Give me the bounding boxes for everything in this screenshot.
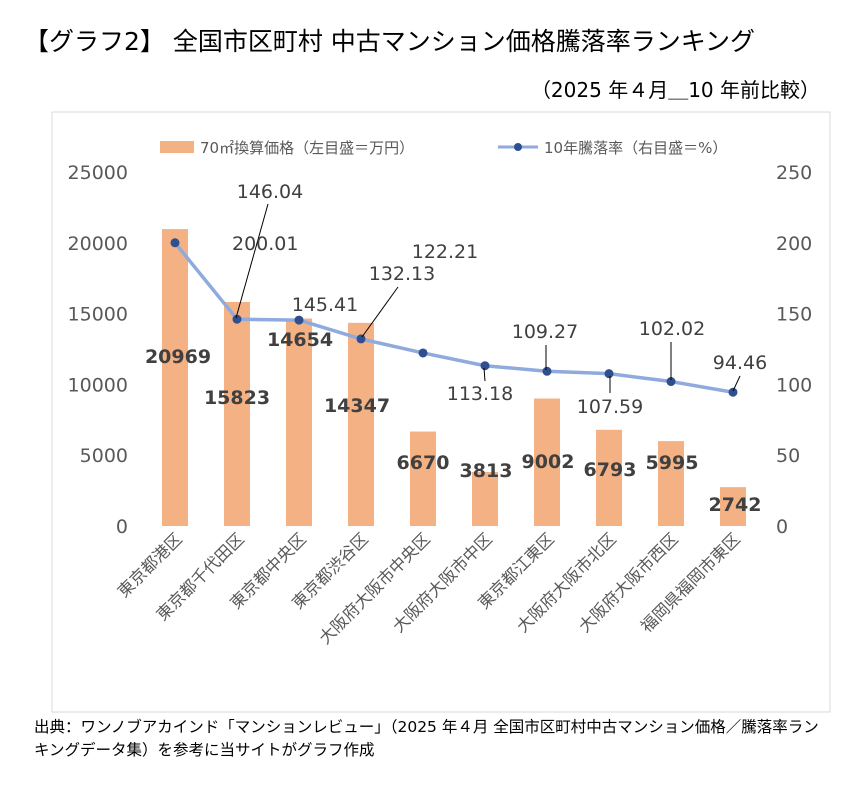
chart-subtitle: （2025 年４月＿10 年前比較） — [530, 78, 820, 102]
bar-data-label: 6670 — [397, 452, 450, 474]
bar — [286, 318, 312, 526]
source-note: 出典：ワンノブアカインド「マンションレビュー」（2025 年４月 全国市区町村中… — [34, 718, 819, 759]
left-axis-tick: 0 — [116, 516, 128, 538]
line-data-label: 107.59 — [577, 396, 643, 418]
legend-bar-swatch — [160, 141, 194, 153]
line-data-label: 146.04 — [237, 181, 303, 203]
bar-data-label: 14654 — [267, 329, 333, 351]
line-marker — [480, 361, 490, 371]
bar — [162, 229, 188, 526]
line-marker — [170, 238, 180, 248]
bar — [658, 441, 684, 526]
bar — [472, 472, 498, 526]
line-data-label: 200.01 — [232, 233, 298, 255]
bar-data-label: 5995 — [646, 452, 699, 474]
line-data-label: 94.46 — [713, 352, 767, 374]
line-data-label: 102.02 — [639, 318, 705, 340]
line-series — [173, 241, 734, 394]
bar-data-label: 15823 — [204, 387, 270, 409]
bar-data-label: 9002 — [522, 451, 575, 473]
line-data-label: 132.13 — [369, 263, 435, 285]
bar-data-label: 6793 — [584, 459, 637, 481]
bar — [720, 487, 746, 526]
line-data-label: 145.41 — [292, 294, 358, 316]
right-axis-tick: 150 — [776, 304, 812, 326]
bar — [534, 398, 560, 526]
line-marker — [418, 348, 428, 358]
leader-line — [732, 375, 741, 392]
category-label: 大阪府大阪市中央区 — [315, 529, 433, 647]
left-axis-tick: 10000 — [68, 374, 128, 396]
legend-line-label: 10年騰落率（右目盛＝%） — [544, 139, 727, 157]
left-axis-tick: 15000 — [68, 304, 128, 326]
line-marker — [666, 377, 676, 387]
bar-data-label: 2742 — [709, 494, 762, 516]
left-axis-tick: 5000 — [80, 445, 128, 467]
line-data-label: 113.18 — [447, 383, 513, 405]
line-marker — [604, 369, 614, 379]
bar-data-label: 20969 — [145, 346, 211, 368]
line-marker — [542, 366, 552, 376]
leader-line — [235, 203, 269, 319]
line-data-label: 122.21 — [412, 241, 478, 263]
bar — [596, 429, 622, 526]
line-marker — [232, 314, 242, 324]
line-marker — [356, 334, 366, 344]
bar — [348, 322, 374, 526]
left-axis-tick: 20000 — [68, 233, 128, 255]
legend: 70㎡換算価格（左目盛＝万円） 10年騰落率（右目盛＝%） — [160, 139, 727, 157]
bar — [410, 431, 436, 526]
leader-line — [483, 367, 486, 382]
right-axis-tick: 50 — [776, 445, 800, 467]
right-axis-tick: 200 — [776, 233, 812, 255]
right-axis-tick: 100 — [776, 374, 812, 396]
right-axis-tick: 250 — [776, 162, 812, 184]
bar-data-label: 14347 — [324, 395, 390, 417]
legend-line-marker — [514, 143, 522, 151]
legend-bar-label: 70㎡換算価格（左目盛＝万円） — [200, 139, 414, 157]
line-data-label: 109.27 — [512, 321, 578, 343]
chart-title: 【グラフ2】 全国市区町村 中古マンション価格騰落率ランキング — [24, 27, 756, 56]
right-axis-tick: 0 — [776, 516, 788, 538]
line-marker — [294, 315, 304, 325]
chart-frame — [51, 111, 831, 713]
leader-line — [361, 286, 399, 338]
bar-data-label: 3813 — [460, 460, 513, 482]
left-axis-tick: 25000 — [68, 162, 128, 184]
line-marker — [728, 387, 738, 397]
bar — [224, 301, 250, 526]
